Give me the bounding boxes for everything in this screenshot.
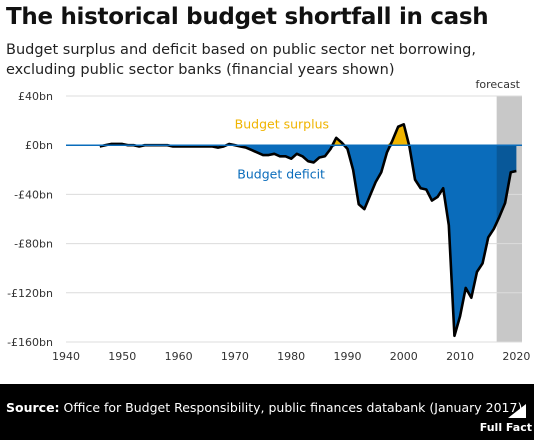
y-tick-label: £40bn — [18, 90, 53, 103]
full-fact-logo-text: Full Fact — [479, 421, 532, 434]
y-tick-label: -£80bn — [14, 238, 53, 251]
x-tick-label: 1940 — [52, 350, 80, 363]
y-tick-label: -£120bn — [7, 287, 53, 300]
source-note: Source: Office for Budget Responsibility… — [6, 400, 522, 415]
budget-chart: forecast £40bn £0bn -£40bn -£80bn -£120bn -£16… — [7, 78, 530, 363]
full-fact-logo-icon — [508, 404, 526, 418]
forecast-band — [496, 96, 522, 342]
y-tick-label: -£160bn — [7, 336, 53, 349]
label-layer: forecast £40bn £0bn -£40bn -£80bn -£120bn -£16… — [7, 78, 530, 363]
forecast-layer — [496, 96, 522, 342]
forecast-label: forecast — [476, 78, 521, 91]
x-tick-label: 2010 — [446, 350, 474, 363]
chart-title: The historical budget shortfall in cash — [6, 4, 489, 30]
source-label: Source: — [6, 400, 60, 415]
y-tick-label: £0bn — [25, 139, 53, 152]
deficit-area — [99, 145, 517, 336]
x-tick-label: 1980 — [277, 350, 305, 363]
deficit-forecast-shade — [496, 145, 517, 223]
surplus-annotation: Budget surplus — [235, 116, 329, 131]
x-tick-label: 2000 — [390, 350, 418, 363]
footer-bar: Source: Office for Budget Responsibility… — [0, 384, 534, 440]
x-tick-label: 1950 — [108, 350, 136, 363]
x-tick-label: 2020 — [502, 350, 530, 363]
area-layer — [99, 124, 517, 336]
grid-layer — [66, 95, 522, 343]
chart-subtitle: Budget surplus and deficit based on publ… — [6, 42, 476, 78]
deficit-annotation: Budget deficit — [237, 167, 325, 182]
y-tick-label: -£40bn — [14, 188, 53, 201]
x-tick-label: 1970 — [221, 350, 249, 363]
source-text: Office for Budget Responsibility, public… — [63, 400, 523, 415]
x-tick-label: 1960 — [165, 350, 193, 363]
x-tick-label: 1990 — [333, 350, 361, 363]
